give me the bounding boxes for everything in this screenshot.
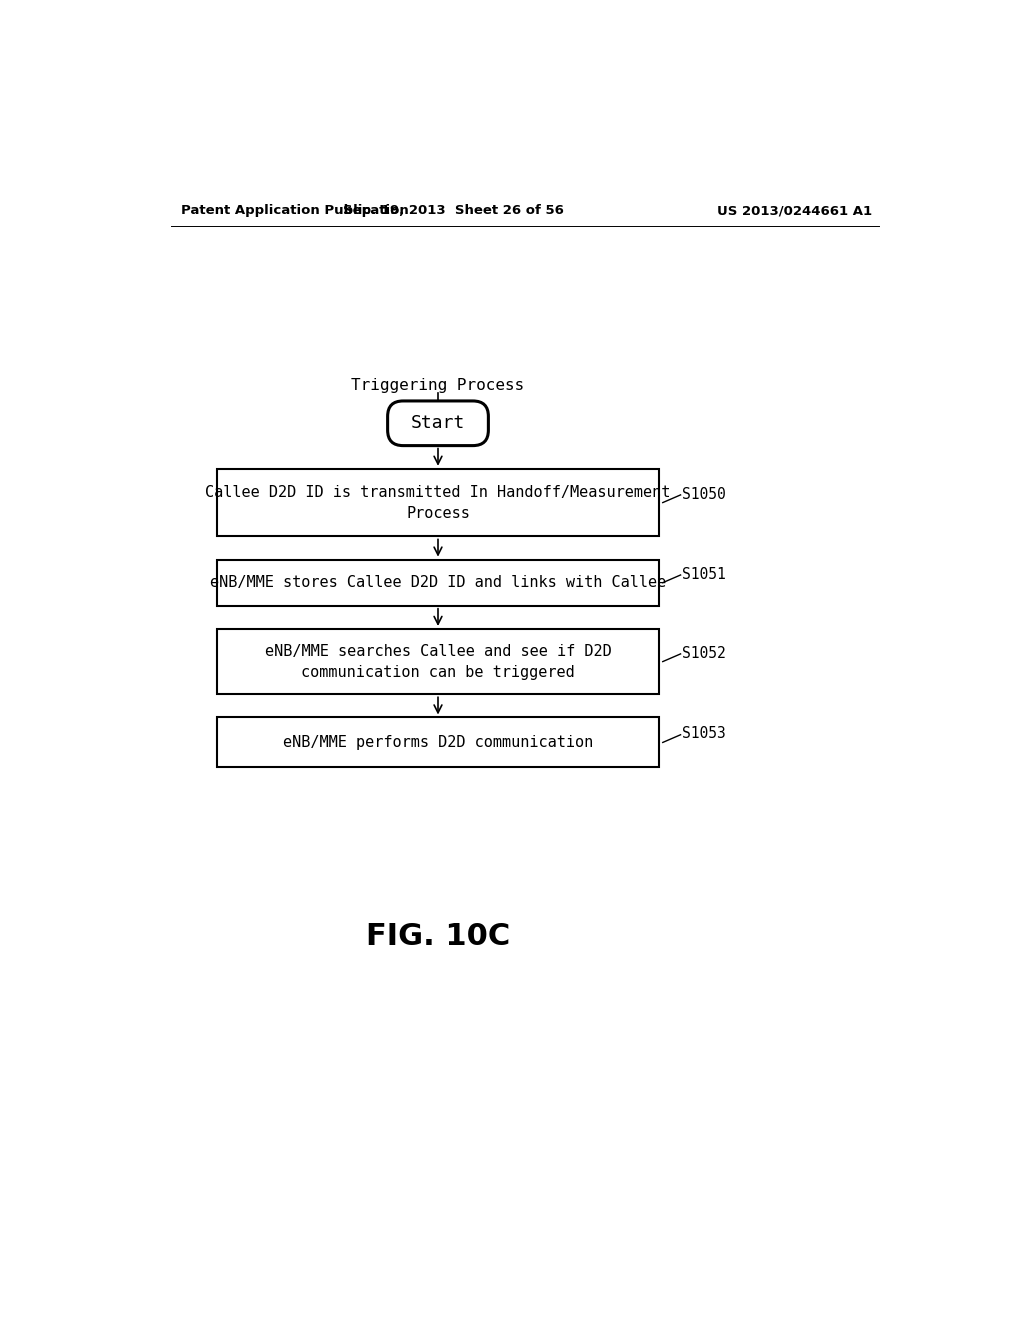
Text: Sep. 19, 2013  Sheet 26 of 56: Sep. 19, 2013 Sheet 26 of 56 xyxy=(343,205,564,218)
FancyBboxPatch shape xyxy=(217,560,658,606)
Text: US 2013/0244661 A1: US 2013/0244661 A1 xyxy=(717,205,872,218)
FancyBboxPatch shape xyxy=(217,718,658,767)
Text: Start: Start xyxy=(411,414,465,432)
FancyBboxPatch shape xyxy=(217,628,658,694)
Text: S1051: S1051 xyxy=(682,566,726,582)
Text: Callee D2D ID is transmitted In Handoff/Measurement
Process: Callee D2D ID is transmitted In Handoff/… xyxy=(206,484,671,520)
Text: S1052: S1052 xyxy=(682,645,726,660)
FancyBboxPatch shape xyxy=(388,401,488,446)
Text: eNB/MME performs D2D communication: eNB/MME performs D2D communication xyxy=(283,735,593,750)
Text: S1053: S1053 xyxy=(682,726,726,742)
Text: Patent Application Publication: Patent Application Publication xyxy=(180,205,409,218)
Text: eNB/MME stores Callee D2D ID and links with Callee: eNB/MME stores Callee D2D ID and links w… xyxy=(210,576,667,590)
Text: Triggering Process: Triggering Process xyxy=(351,378,524,393)
Text: FIG. 10C: FIG. 10C xyxy=(366,921,510,950)
Text: eNB/MME searches Callee and see if D2D
communication can be triggered: eNB/MME searches Callee and see if D2D c… xyxy=(264,644,611,680)
Text: S1050: S1050 xyxy=(682,487,726,502)
FancyBboxPatch shape xyxy=(217,469,658,536)
